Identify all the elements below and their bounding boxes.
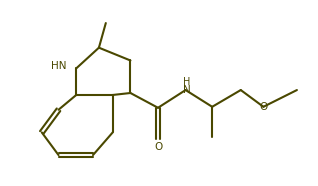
Text: HN: HN: [51, 61, 66, 71]
Text: O: O: [154, 142, 162, 152]
Text: O: O: [259, 102, 267, 112]
Text: N: N: [183, 85, 190, 95]
Text: H: H: [183, 77, 190, 87]
